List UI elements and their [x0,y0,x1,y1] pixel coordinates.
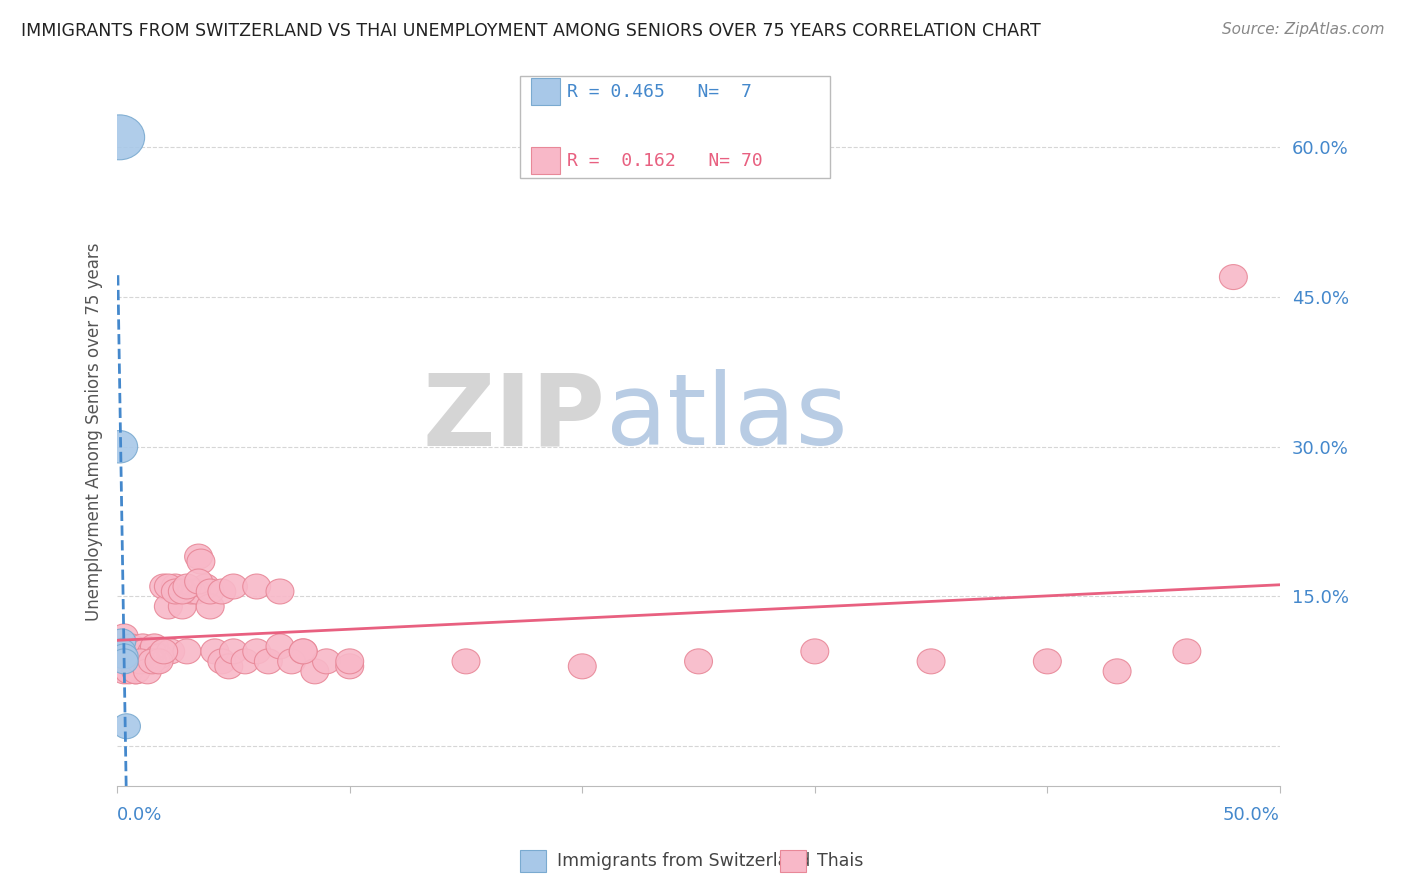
Ellipse shape [150,639,177,664]
Ellipse shape [191,574,219,599]
Ellipse shape [141,634,169,659]
Ellipse shape [208,579,236,604]
Ellipse shape [156,639,184,664]
Ellipse shape [277,648,305,673]
Text: Source: ZipAtlas.com: Source: ZipAtlas.com [1222,22,1385,37]
Ellipse shape [110,624,138,648]
Text: 50.0%: 50.0% [1223,806,1279,824]
Text: Immigrants from Switzerland: Immigrants from Switzerland [557,852,810,870]
Ellipse shape [184,544,212,569]
Ellipse shape [110,648,138,673]
Ellipse shape [127,648,155,673]
Ellipse shape [162,574,190,599]
Ellipse shape [150,574,177,599]
Text: IMMIGRANTS FROM SWITZERLAND VS THAI UNEMPLOYMENT AMONG SENIORS OVER 75 YEARS COR: IMMIGRANTS FROM SWITZERLAND VS THAI UNEM… [21,22,1040,40]
Ellipse shape [184,569,212,594]
Text: atlas: atlas [606,369,848,467]
Ellipse shape [134,659,162,684]
Ellipse shape [173,639,201,664]
Text: Thais: Thais [817,852,863,870]
Ellipse shape [1173,639,1201,664]
Ellipse shape [336,654,364,679]
Ellipse shape [187,549,215,574]
Ellipse shape [136,644,163,669]
Ellipse shape [122,659,150,684]
Ellipse shape [173,574,201,599]
Ellipse shape [197,594,224,619]
Ellipse shape [138,639,166,664]
Ellipse shape [917,648,945,673]
Ellipse shape [155,594,183,619]
Text: R =  0.162   N= 70: R = 0.162 N= 70 [567,152,762,169]
Ellipse shape [101,431,138,463]
Ellipse shape [1219,265,1247,290]
Ellipse shape [219,574,247,599]
Ellipse shape [163,579,191,604]
Ellipse shape [134,648,162,673]
Ellipse shape [155,574,183,599]
Ellipse shape [124,644,152,669]
Ellipse shape [108,639,136,664]
Ellipse shape [312,648,340,673]
Ellipse shape [231,648,259,673]
Y-axis label: Unemployment Among Seniors over 75 years: Unemployment Among Seniors over 75 years [86,243,103,621]
Ellipse shape [801,639,828,664]
Text: 0.0%: 0.0% [117,806,163,824]
Ellipse shape [115,648,143,673]
Ellipse shape [197,579,224,604]
Text: R = 0.465   N=  7: R = 0.465 N= 7 [567,83,751,101]
Text: ZIP: ZIP [423,369,606,467]
Ellipse shape [1033,648,1062,673]
Ellipse shape [127,648,155,673]
Ellipse shape [143,648,170,673]
Ellipse shape [138,648,166,673]
Ellipse shape [129,634,156,659]
Ellipse shape [568,654,596,679]
Ellipse shape [120,648,148,673]
Ellipse shape [243,639,271,664]
Ellipse shape [266,579,294,604]
Ellipse shape [685,648,713,673]
Ellipse shape [336,648,364,673]
Ellipse shape [290,639,318,664]
Ellipse shape [183,579,211,604]
Ellipse shape [201,639,229,664]
Ellipse shape [145,644,173,669]
Ellipse shape [115,659,143,684]
Ellipse shape [266,634,294,659]
Ellipse shape [112,639,141,664]
Ellipse shape [145,648,173,673]
Ellipse shape [254,648,283,673]
Ellipse shape [243,574,271,599]
Ellipse shape [177,579,205,604]
Ellipse shape [110,644,138,669]
Ellipse shape [112,714,141,739]
Ellipse shape [169,594,197,619]
Ellipse shape [290,639,318,664]
Ellipse shape [301,659,329,684]
Ellipse shape [208,648,236,673]
Ellipse shape [1104,659,1130,684]
Ellipse shape [219,639,247,664]
Ellipse shape [94,115,145,160]
Ellipse shape [108,629,136,654]
Ellipse shape [162,579,190,604]
Ellipse shape [453,648,479,673]
Ellipse shape [215,654,243,679]
Ellipse shape [122,659,150,684]
Ellipse shape [117,634,145,659]
Ellipse shape [169,579,197,604]
Ellipse shape [110,659,138,684]
Ellipse shape [131,639,159,664]
